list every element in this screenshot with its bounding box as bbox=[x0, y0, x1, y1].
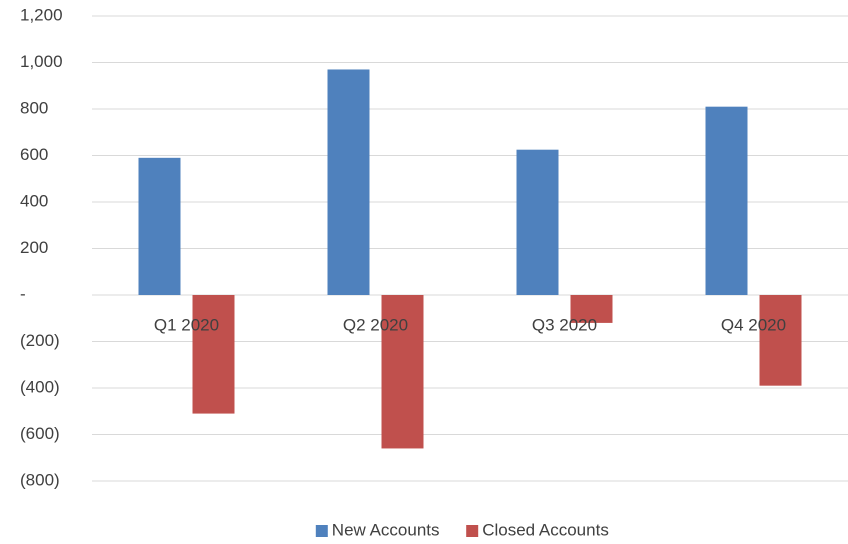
bar bbox=[138, 157, 181, 295]
y-tick-label: - bbox=[20, 284, 26, 303]
y-tick-label: 1,200 bbox=[20, 5, 63, 24]
y-tick-label: 1,000 bbox=[20, 52, 63, 71]
bar bbox=[192, 295, 235, 414]
bar bbox=[759, 295, 802, 386]
bar bbox=[381, 295, 424, 449]
x-tick-label: Q1 2020 bbox=[154, 315, 219, 334]
legend-label: New Accounts bbox=[332, 520, 440, 539]
y-tick-label: 600 bbox=[20, 145, 48, 164]
bar bbox=[516, 149, 559, 295]
legend-label: Closed Accounts bbox=[482, 520, 609, 539]
y-tick-label: (400) bbox=[20, 377, 60, 396]
y-tick-label: (200) bbox=[20, 331, 60, 350]
bar bbox=[570, 295, 613, 323]
x-tick-label: Q2 2020 bbox=[343, 315, 408, 334]
bar bbox=[327, 69, 370, 295]
y-tick-label: (800) bbox=[20, 470, 60, 489]
x-tick-label: Q3 2020 bbox=[532, 315, 597, 334]
y-tick-label: 800 bbox=[20, 98, 48, 117]
legend-swatch bbox=[315, 525, 328, 537]
y-tick-label: (600) bbox=[20, 424, 60, 443]
legend-swatch bbox=[466, 525, 479, 537]
y-tick-label: 400 bbox=[20, 191, 48, 210]
bar bbox=[705, 106, 748, 295]
y-tick-label: 200 bbox=[20, 238, 48, 257]
x-tick-label: Q4 2020 bbox=[721, 315, 786, 334]
